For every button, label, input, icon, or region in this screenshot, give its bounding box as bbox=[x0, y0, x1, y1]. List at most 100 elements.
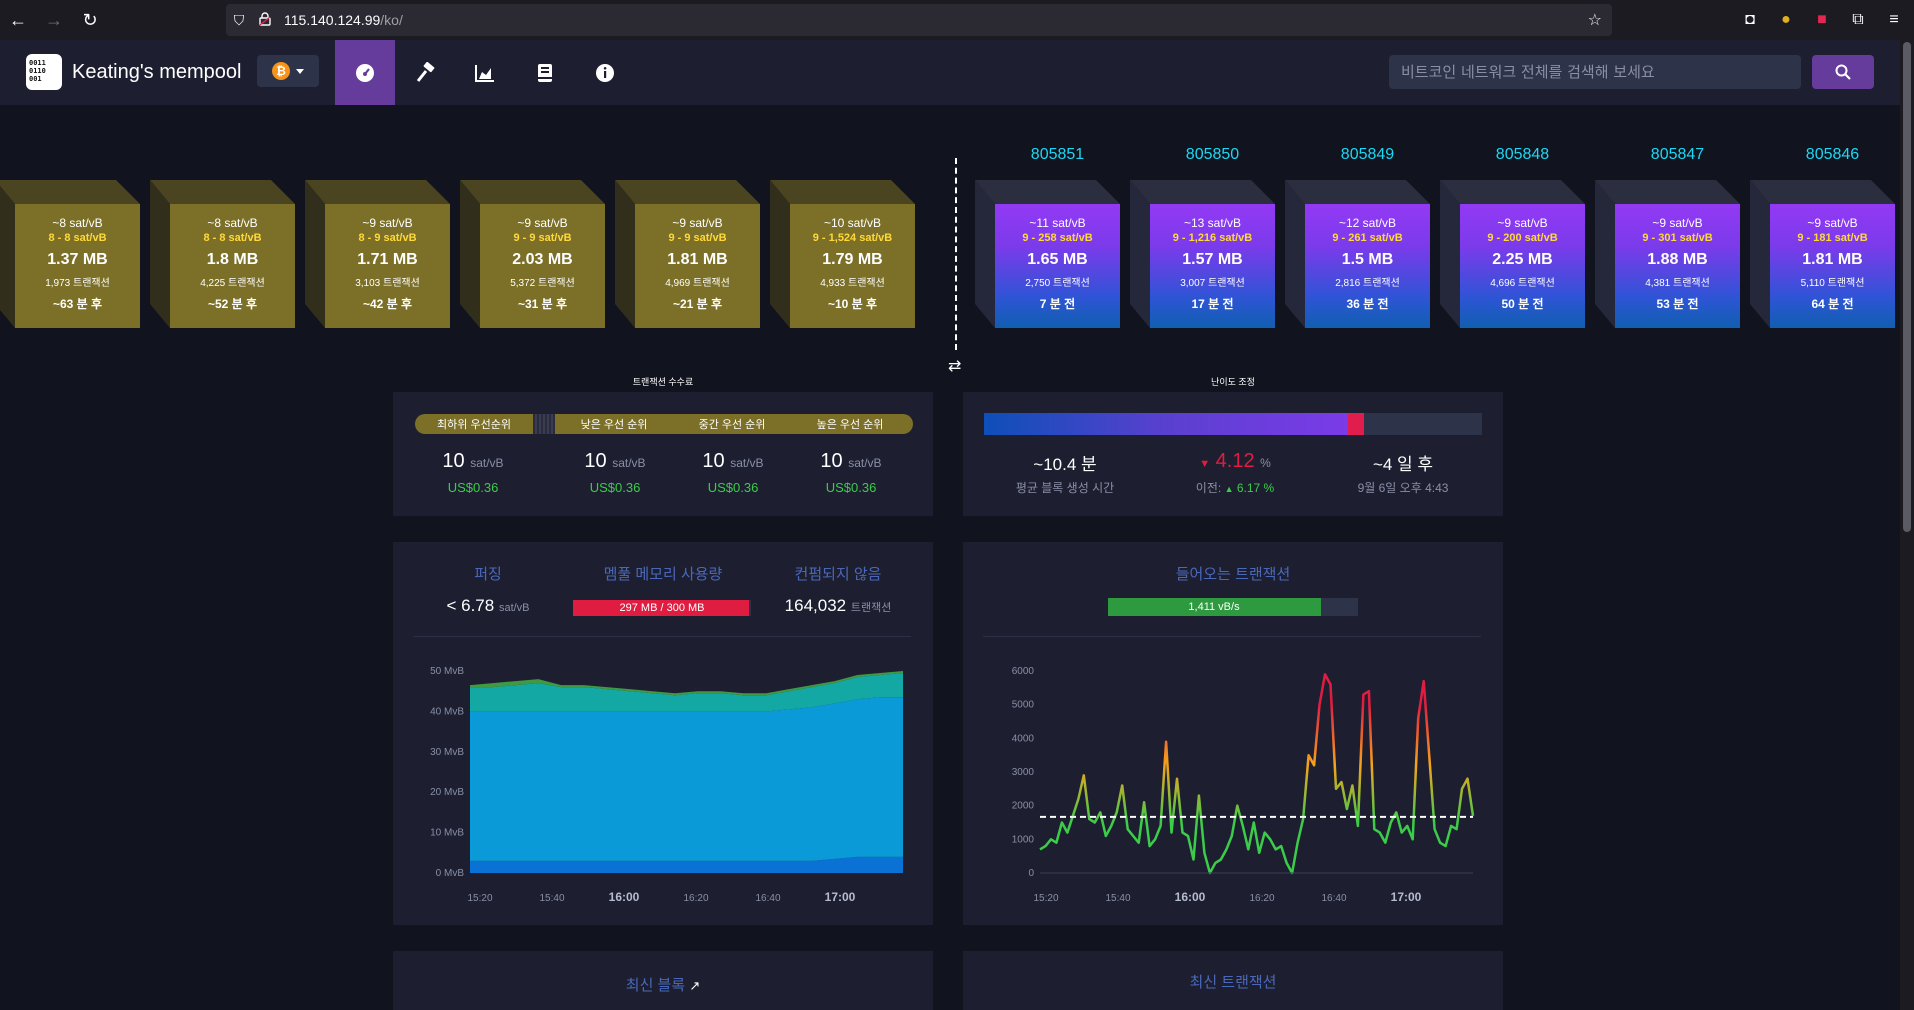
tab-about[interactable] bbox=[575, 40, 635, 105]
block-tx-count: 4,969 트랜잭션 bbox=[665, 278, 730, 289]
mined-block[interactable]: 805851 ~11 sat/vB 9 - 258 sat/vB 1.65 MB 2,7… bbox=[975, 146, 1120, 328]
difficulty-change: ▼ 4.12 % bbox=[1199, 450, 1271, 472]
projected-block[interactable]: ~8 sat/vB 8 - 8 sat/vB 1.37 MB 1,973 트랜잭션 ~6… bbox=[0, 180, 140, 328]
memory-usage-value: 297 MB / 300 MB bbox=[619, 602, 705, 614]
memory-usage-bar: 297 MB / 300 MB bbox=[573, 600, 751, 616]
mined-block[interactable]: 805850 ~13 sat/vB 9 - 1,216 sat/vB 1.57 MB 3… bbox=[1130, 146, 1275, 328]
bookmark-star-icon[interactable]: ☆ bbox=[1587, 12, 1602, 29]
incoming-vbytes-line bbox=[1039, 673, 1475, 875]
purge-value: < 6.78 sat/vB bbox=[446, 596, 530, 615]
block-height[interactable]: 805847 bbox=[1650, 146, 1705, 163]
gauge-icon bbox=[356, 63, 374, 82]
projected-block[interactable]: ~9 sat/vB 9 - 9 sat/vB 1.81 MB 4,969 트랜잭션 ~2… bbox=[615, 180, 760, 328]
difficulty-progress-fill bbox=[984, 413, 1348, 435]
shield-icon[interactable]: ⛉ bbox=[233, 11, 245, 28]
projected-block[interactable]: ~9 sat/vB 8 - 9 sat/vB 1.71 MB 3,103 트랜잭션 ~4… bbox=[305, 180, 450, 328]
block-median-fee: ~11 sat/vB bbox=[1029, 216, 1086, 230]
latest-blocks-title[interactable]: 최신 블록 ↗ bbox=[625, 977, 701, 994]
tab-dashboard[interactable] bbox=[335, 40, 395, 105]
block-top-face bbox=[1130, 180, 1275, 204]
mined-block[interactable]: 805847 ~9 sat/vB 9 - 301 sat/vB 1.88 MB 4,38… bbox=[1595, 146, 1740, 328]
latest-tx-title: 최신 트랜잭션 bbox=[1189, 974, 1277, 991]
block-size: 1.65 MB bbox=[1027, 251, 1088, 268]
block-face: ~9 sat/vB 8 - 9 sat/vB 1.71 MB 3,103 트랜잭션 ~4… bbox=[325, 204, 450, 328]
y-tick-label: 0 MvB bbox=[436, 868, 465, 879]
y-tick-label: 6000 bbox=[1012, 666, 1035, 677]
back-icon[interactable]: ← bbox=[9, 9, 27, 30]
extension-red-icon[interactable]: ■ bbox=[1817, 11, 1827, 28]
forward-icon[interactable]: → bbox=[45, 9, 63, 30]
block-size: 1.5 MB bbox=[1341, 251, 1394, 268]
url-bar[interactable]: ⛉ 115.140.124.99/ko/ ☆ bbox=[226, 4, 1612, 36]
latest-blocks-card bbox=[393, 951, 933, 1010]
block-time: 7 분 전 bbox=[1039, 297, 1076, 311]
incoming-rate-value: 1,411 vB/s bbox=[1188, 601, 1240, 613]
mempool-card-divider bbox=[413, 636, 911, 637]
tab-mining[interactable] bbox=[395, 40, 455, 105]
block-top-face bbox=[1440, 180, 1585, 204]
block-top-face bbox=[305, 180, 450, 204]
network-selector[interactable]: ₿ bbox=[257, 55, 319, 87]
extensions-puzzle-icon[interactable]: ⧉ bbox=[1852, 11, 1864, 28]
projected-block[interactable]: ~9 sat/vB 9 - 9 sat/vB 2.03 MB 5,372 트랜잭션 ~3… bbox=[460, 180, 605, 328]
block-size: 1.81 MB bbox=[1802, 251, 1863, 268]
difficulty-card bbox=[963, 392, 1503, 516]
priority-high: 높은 우선 순위 bbox=[816, 419, 884, 431]
search-icon bbox=[1835, 64, 1851, 80]
block-tx-count: 4,225 트랜잭션 bbox=[200, 278, 265, 289]
tab-graphs[interactable] bbox=[455, 40, 515, 105]
search-button[interactable] bbox=[1812, 55, 1874, 89]
block-face: ~9 sat/vB 9 - 9 sat/vB 2.03 MB 5,372 트랜잭션 ~3… bbox=[480, 204, 605, 328]
mempool-logo-icon[interactable]: 0011 0110 001 bbox=[26, 54, 62, 90]
block-height[interactable]: 805846 bbox=[1805, 146, 1860, 163]
y-tick-label: 5000 bbox=[1012, 700, 1035, 711]
block-time: 64 분 전 bbox=[1811, 297, 1854, 311]
x-tick-label: 16:20 bbox=[1249, 893, 1274, 904]
block-face: ~9 sat/vB 9 - 301 sat/vB 1.88 MB 4,381 트랜잭션… bbox=[1615, 204, 1740, 328]
projected-block[interactable]: ~8 sat/vB 8 - 8 sat/vB 1.8 MB 4,225 트랜잭션 ~52… bbox=[150, 180, 295, 328]
block-height[interactable]: 805849 bbox=[1340, 146, 1395, 163]
block-tx-count: 4,381 트랜잭션 bbox=[1645, 278, 1710, 289]
x-tick-label: 15:20 bbox=[1033, 893, 1058, 904]
block-face: ~8 sat/vB 8 - 8 sat/vB 1.8 MB 4,225 트랜잭션 ~52… bbox=[170, 204, 295, 328]
url-text: 115.140.124.99/ko/ bbox=[284, 12, 403, 28]
y-tick-label: 20 MvB bbox=[430, 787, 464, 798]
x-tick-label: 15:20 bbox=[467, 893, 492, 904]
swap-direction-icon[interactable]: ⇄ bbox=[948, 358, 962, 375]
block-side-face bbox=[1130, 180, 1150, 328]
book-icon bbox=[538, 63, 552, 82]
projected-block[interactable]: ~10 sat/vB 9 - 1,524 sat/vB 1.79 MB 4,933 트… bbox=[770, 180, 915, 328]
block-side-face bbox=[0, 180, 15, 328]
block-height[interactable]: 805848 bbox=[1495, 146, 1550, 163]
x-tick-label: 16:40 bbox=[755, 893, 780, 904]
block-height[interactable]: 805851 bbox=[1030, 146, 1085, 163]
extension-mask-icon[interactable]: ● bbox=[1781, 11, 1791, 28]
reload-icon[interactable]: ↻ bbox=[82, 9, 98, 30]
mined-block[interactable]: 805846 ~9 sat/vB 9 - 181 sat/vB 1.81 MB 5,11… bbox=[1750, 146, 1895, 328]
mined-block[interactable]: 805848 ~9 sat/vB 9 - 200 sat/vB 2.25 MB 4,69… bbox=[1440, 146, 1585, 328]
x-tick-label: 15:40 bbox=[539, 893, 564, 904]
block-median-fee: ~13 sat/vB bbox=[1183, 216, 1242, 230]
priority-medium: 중간 우선 순위 bbox=[698, 419, 766, 431]
block-fee-range: 8 - 9 sat/vB bbox=[358, 232, 417, 244]
caret-down-icon: ▼ bbox=[1199, 458, 1211, 470]
block-face: ~10 sat/vB 9 - 1,524 sat/vB 1.79 MB 4,933 트… bbox=[790, 204, 915, 328]
y-tick-label: 4000 bbox=[1012, 733, 1035, 744]
block-size: 1.88 MB bbox=[1647, 251, 1708, 268]
search-input[interactable] bbox=[1389, 55, 1801, 89]
menu-icon[interactable]: ≡ bbox=[1889, 11, 1899, 28]
site-title[interactable]: Keating's mempool bbox=[72, 61, 242, 83]
tab-docs[interactable] bbox=[515, 40, 575, 105]
chart-area-icon bbox=[475, 64, 494, 82]
mined-block[interactable]: 805849 ~12 sat/vB 9 - 261 sat/vB 1.5 MB 2,81… bbox=[1285, 146, 1430, 328]
block-height[interactable]: 805850 bbox=[1185, 146, 1240, 163]
block-top-face bbox=[150, 180, 295, 204]
lock-icon[interactable] bbox=[252, 11, 278, 29]
pocket-icon[interactable]: ◘ bbox=[1745, 11, 1755, 28]
block-time: ~10 분 후 bbox=[827, 297, 878, 311]
block-face: ~11 sat/vB 9 - 258 sat/vB 1.65 MB 2,750 트랜잭… bbox=[995, 204, 1120, 328]
block-tx-count: 4,696 트랜잭션 bbox=[1490, 278, 1555, 289]
memory-usage-fill bbox=[573, 600, 750, 616]
block-fee-range: 9 - 9 sat/vB bbox=[513, 232, 572, 244]
scrollbar-thumb[interactable] bbox=[1903, 42, 1911, 532]
